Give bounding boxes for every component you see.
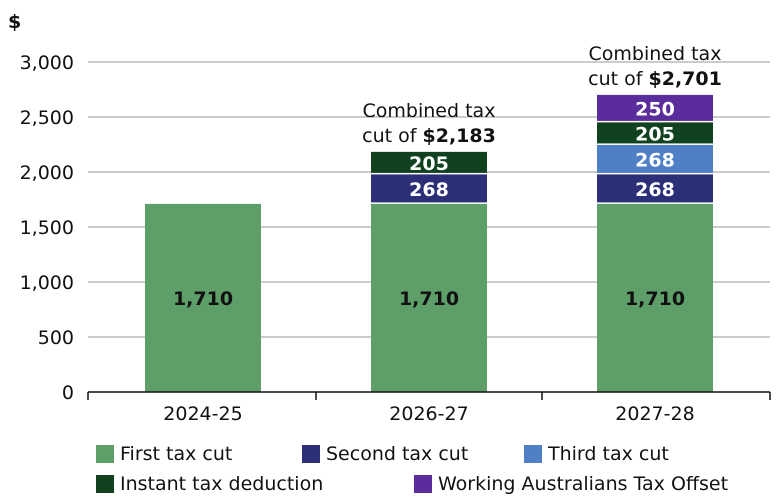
y-tick-label: 3,000 [20, 52, 74, 74]
x-tick-label: 2024-25 [163, 403, 242, 425]
data-label: 268 [635, 179, 675, 201]
legend-item: Third tax cut [524, 442, 669, 466]
annotations: Combined tax cut of $2,183 Combined tax cut… [362, 43, 722, 147]
data-label: 250 [635, 99, 675, 121]
annotation-line1: Combined tax [363, 100, 496, 122]
legend-label: Instant tax deduction [120, 473, 324, 495]
legend-label: First tax cut [120, 443, 233, 465]
bar-segment [597, 122, 713, 144]
x-tick-label: 2026-27 [389, 403, 468, 425]
bar-segment [371, 203, 487, 392]
legend: First tax cut Second tax cut Third tax cut… [96, 442, 776, 498]
bar-segment [597, 94, 713, 121]
data-label: 205 [409, 153, 449, 175]
bar-segment [371, 174, 487, 203]
legend-swatch [414, 475, 432, 493]
data-label: 1,710 [625, 288, 685, 310]
bars: 1,710 1,710 268 205 1,710 268 268 205 250 [145, 94, 713, 392]
annotation-line2: cut of $2,701 [588, 68, 722, 90]
y-tick-labels: 0 500 1,000 1,500 2,000 2,500 3,000 [20, 52, 74, 404]
data-label: 205 [635, 124, 675, 146]
legend-swatch [524, 445, 542, 463]
bar-segment [597, 144, 713, 173]
y-tick-label: 2,500 [20, 107, 74, 129]
annotation-total: $2,183 [423, 125, 496, 147]
annotation-total: $2,701 [649, 68, 722, 90]
x-axis: 2024-25 2026-27 2027-28 [87, 391, 771, 425]
legend-label: Second tax cut [326, 443, 469, 465]
legend-item: Instant tax deduction [96, 472, 323, 496]
data-label: 1,710 [399, 288, 459, 310]
data-label: 268 [409, 179, 449, 201]
bar-segment [371, 151, 487, 173]
legend-swatch [302, 445, 320, 463]
annotation-prefix: cut of [588, 68, 648, 90]
legend-label: Third tax cut [548, 443, 669, 465]
annotation-line2: cut of $2,183 [362, 125, 496, 147]
legend-swatch [96, 475, 114, 493]
legend-item: First tax cut [96, 442, 232, 466]
x-tick-label: 2027-28 [615, 403, 694, 425]
y-tick-label: 500 [38, 327, 74, 349]
legend-label: Working Australians Tax Offset [438, 473, 729, 495]
legend-item: Working Australians Tax Offset [414, 472, 728, 496]
legend-swatch [96, 445, 114, 463]
y-tick-label: 1,000 [20, 272, 74, 294]
y-tick-label: 0 [62, 382, 74, 404]
legend-item: Second tax cut [302, 442, 468, 466]
y-tick-label: 1,500 [20, 217, 74, 239]
bar-segment [145, 203, 261, 392]
annotation-line1: Combined tax [589, 43, 722, 65]
y-axis-label: $ [8, 11, 21, 33]
y-tick-label: 2,000 [20, 162, 74, 184]
data-label: 268 [635, 150, 675, 172]
bar-segment [597, 174, 713, 203]
annotation-prefix: cut of [362, 125, 422, 147]
data-label: 1,710 [173, 288, 233, 310]
bar-segment [597, 203, 713, 392]
